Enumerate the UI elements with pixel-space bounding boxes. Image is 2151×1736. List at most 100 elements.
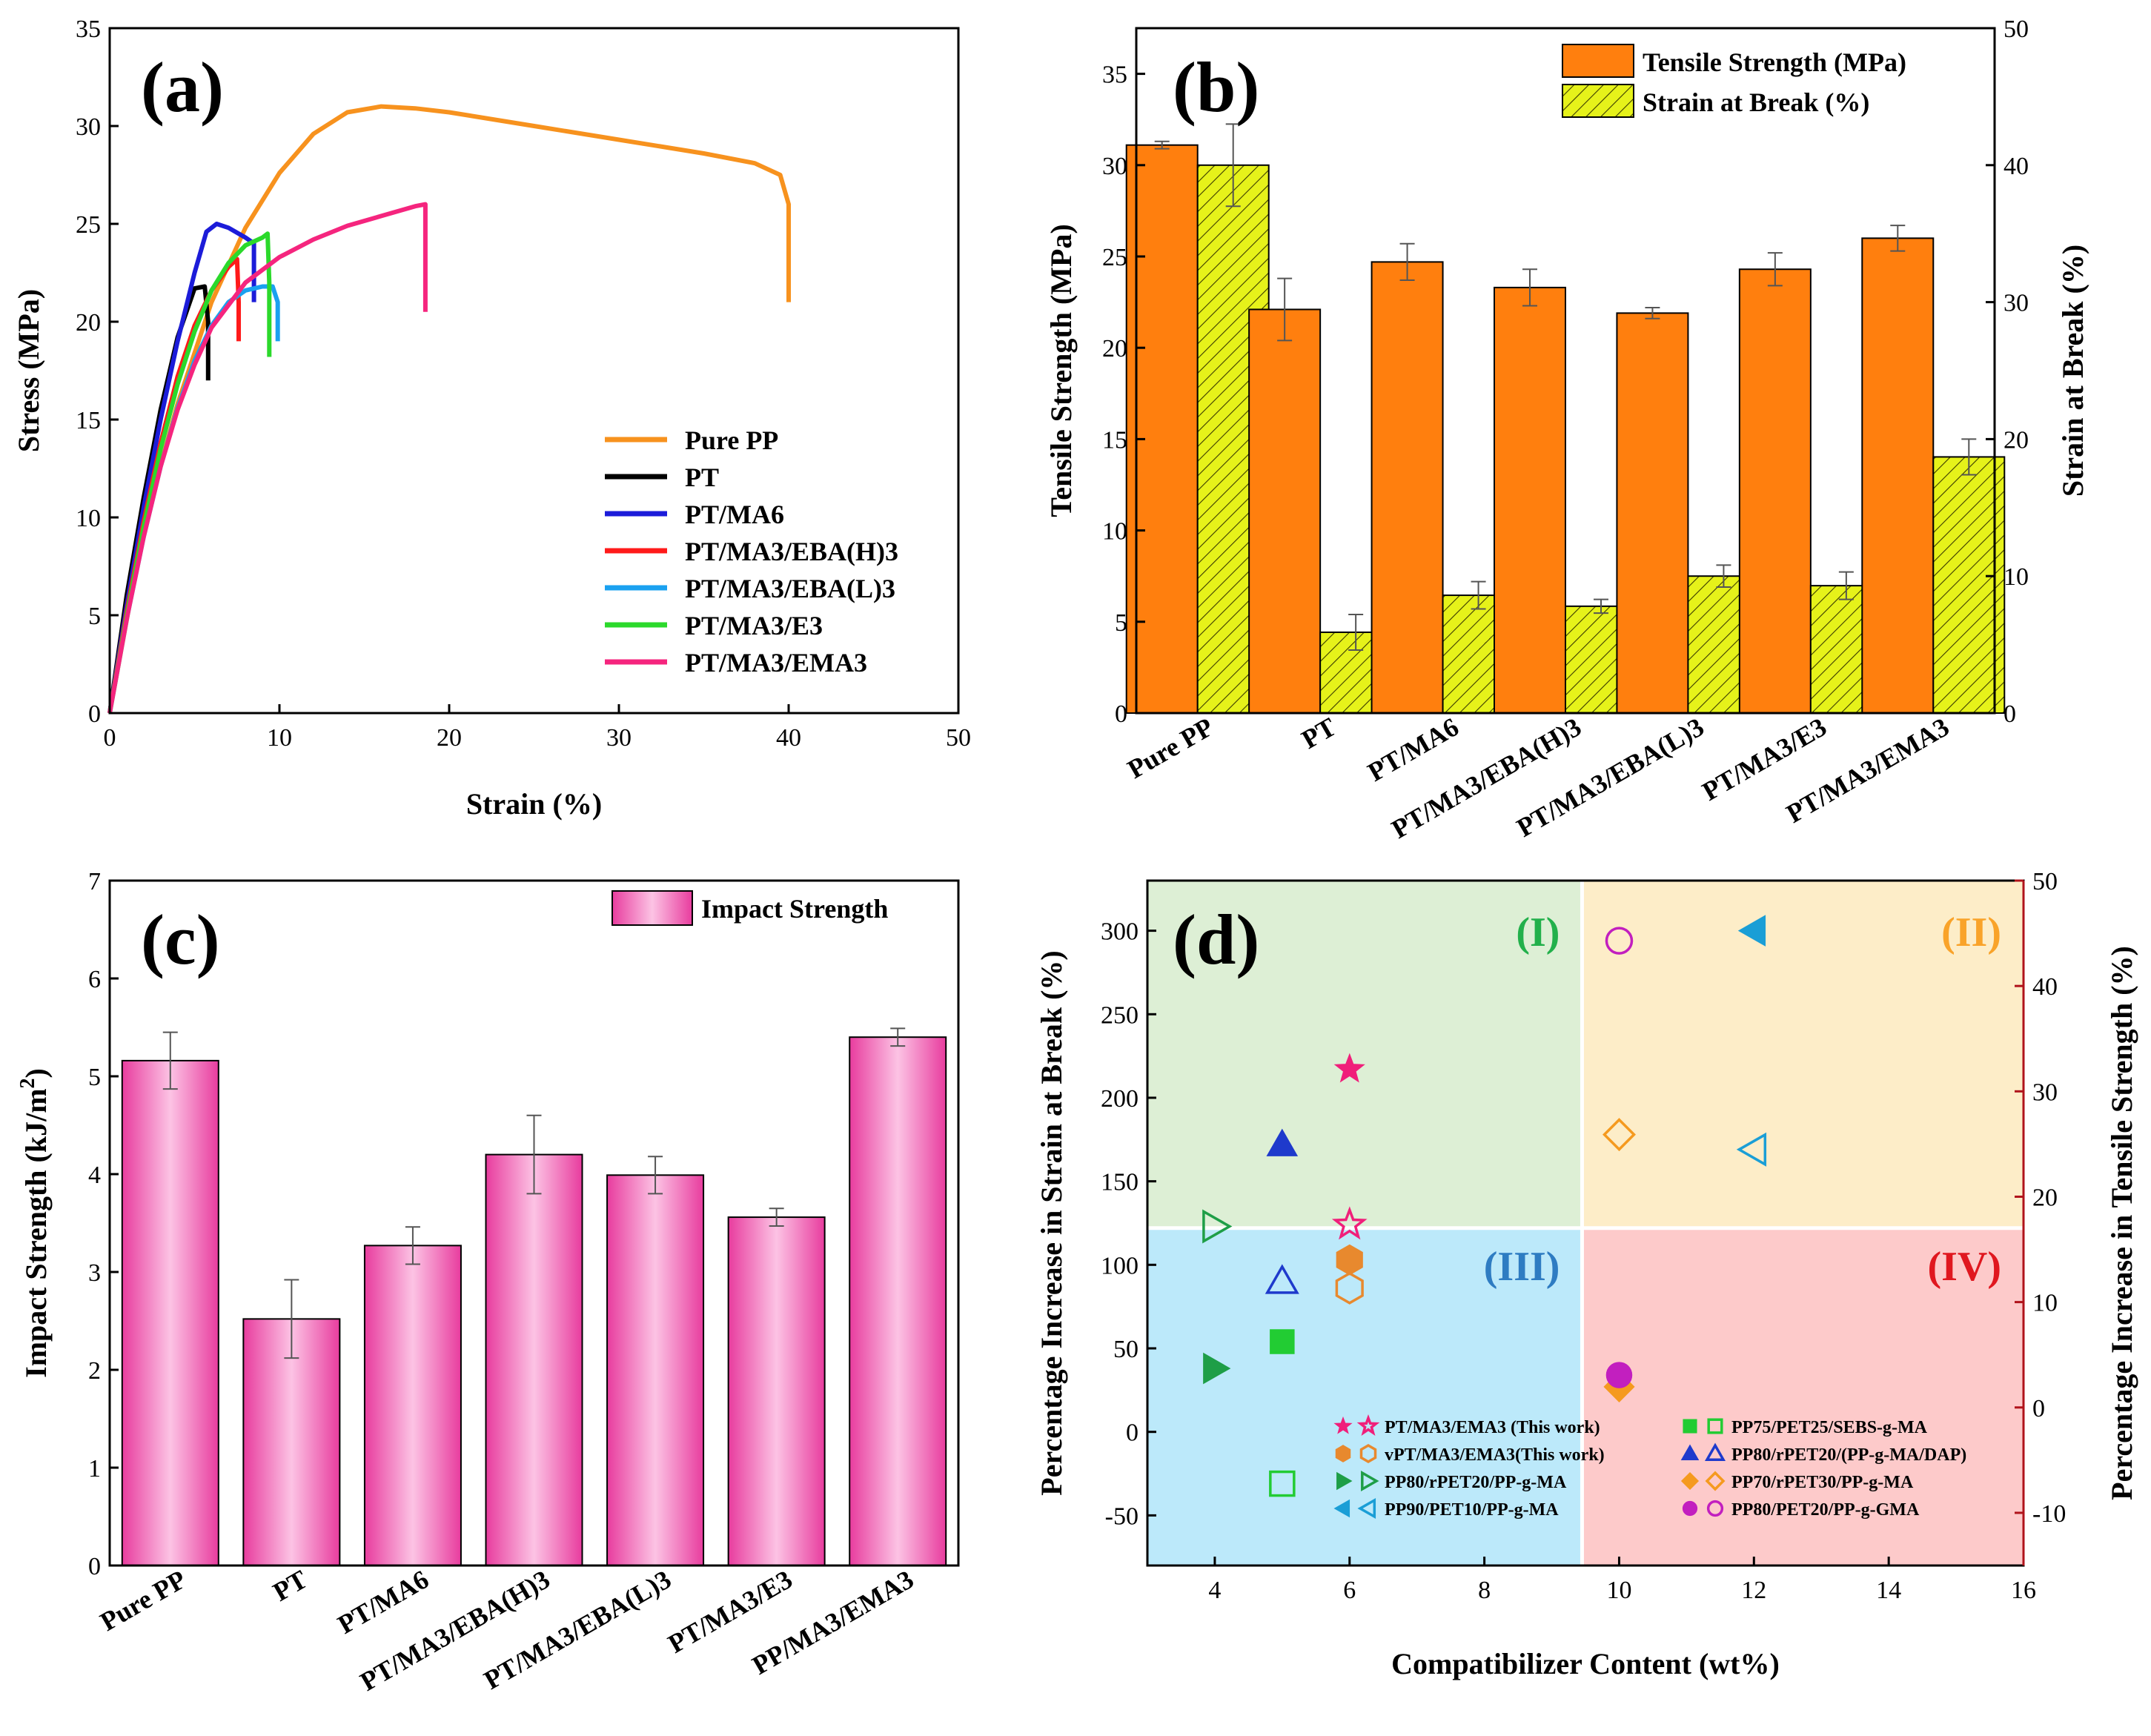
legend-label: PT/MA6 xyxy=(685,500,784,529)
y-tick-label: 3 xyxy=(88,1259,101,1287)
legend-label: PP75/PET25/SEBS-g-MA xyxy=(1731,1418,1928,1437)
y2-tick-label: 0 xyxy=(2003,700,2016,728)
y2-tick-label: 50 xyxy=(2003,16,2029,43)
strain-bar xyxy=(1932,456,2006,714)
legend-marker xyxy=(1361,1470,1379,1492)
impact-bar xyxy=(849,1036,947,1566)
x-tick-label: 12 xyxy=(1741,1577,1766,1604)
tensile-bar xyxy=(1861,237,1935,714)
category-label: PT xyxy=(1296,712,1341,755)
legend-label: PP80/PET20/PP-g-GMA xyxy=(1731,1500,1920,1520)
y-tick-label: 30 xyxy=(76,113,101,141)
panel-label: (a) xyxy=(141,47,224,127)
category-label: PT/MA6 xyxy=(333,1564,434,1640)
scatter-point-star xyxy=(1331,1206,1368,1240)
legend-marker xyxy=(1335,1445,1351,1462)
y-tick-label: 25 xyxy=(76,211,101,239)
y-tick-label: -50 xyxy=(1105,1503,1139,1530)
y2-tick-label: 0 xyxy=(2032,1395,2045,1422)
legend-label: vPT/MA3/EMA3(This work) xyxy=(1385,1445,1605,1465)
tensile-bar xyxy=(1616,312,1689,715)
y-tick-label: 7 xyxy=(88,868,101,895)
panel-a: 0 10 20 30 40 50 0 5 10 15 20 25 30 35 Strain (%) Stres… xyxy=(12,16,971,821)
curve-6 xyxy=(107,202,428,714)
y-tick-label: 35 xyxy=(76,16,101,43)
quadrant-I xyxy=(1147,881,1582,1228)
tensile-bar xyxy=(1371,261,1444,714)
legend-label: PT/MA3/EBA(L)3 xyxy=(685,574,895,603)
legend-marker xyxy=(1680,1471,1700,1491)
panel-c: Pure PP PT PT/MA6PT/MA3/EBA(H)3PT/MA3/EBA(… xyxy=(16,868,960,1697)
y2-tick-label: 50 xyxy=(2032,868,2058,895)
panel-d: (I) (II)(III) (IV)4 6 8 10 12 14 16-500501001502… xyxy=(1035,868,2138,1680)
x-tick-label: 40 xyxy=(776,724,801,752)
scatter-point-square xyxy=(1270,1329,1295,1354)
tensile-bar xyxy=(1738,268,1812,714)
legend-marker xyxy=(1704,1442,1726,1462)
legend-marker xyxy=(1705,1471,1726,1491)
y2-tick-label: 20 xyxy=(2003,426,2029,454)
y-tick-label: 10 xyxy=(76,505,101,532)
y-tick-label: 10 xyxy=(1102,518,1127,546)
quadrant-label: (III) xyxy=(1484,1244,1560,1290)
x-tick-label: 30 xyxy=(606,724,632,752)
legend-label: Pure PP xyxy=(685,425,778,455)
curve-3 xyxy=(107,256,241,714)
x-tick-label: 4 xyxy=(1208,1577,1221,1604)
quadrant-label: (I) xyxy=(1516,910,1560,955)
y-tick-label: 200 xyxy=(1101,1085,1139,1113)
plot-frame-c xyxy=(108,879,960,1567)
scatter-point-square xyxy=(1269,1470,1296,1497)
scatter-point-tri-right xyxy=(1202,1209,1233,1244)
quadrant-IV xyxy=(1582,1228,2024,1566)
y2-axis-label: Strain at Break (%) xyxy=(2056,245,2089,497)
y-tick-label: 100 xyxy=(1101,1252,1139,1279)
legend-marker xyxy=(1333,1416,1353,1434)
scatter-point-diamond xyxy=(1603,1118,1636,1152)
y-axis-label: Tensile Strength (MPa) xyxy=(1044,224,1078,517)
impact-bar xyxy=(485,1153,583,1566)
y-tick-label: 300 xyxy=(1101,918,1139,946)
legend-marker xyxy=(1683,1419,1697,1434)
legend-swatch xyxy=(1562,44,1634,78)
y-tick-label: 150 xyxy=(1101,1169,1139,1196)
scatter-point-star xyxy=(1333,1053,1365,1083)
panel-label: (c) xyxy=(141,900,220,979)
scatter-point-tri-up xyxy=(1266,1128,1299,1156)
legend-label: PT/MA3/EMA3 (This work) xyxy=(1385,1418,1600,1437)
y-tick-label: 0 xyxy=(88,700,101,728)
x-tick-label: 10 xyxy=(267,724,292,752)
y-tick-label: 15 xyxy=(1102,426,1127,454)
y-axis-label: Percentage Increase in Strain at Break (… xyxy=(1035,950,1068,1495)
x-tick-label: 14 xyxy=(1876,1577,1901,1604)
legend-marker xyxy=(1682,1500,1698,1517)
y2-tick-label: 40 xyxy=(2003,153,2029,180)
legend-label: PP90/PET10/PP-g-MA xyxy=(1385,1500,1559,1520)
legend-swatch xyxy=(1562,84,1634,118)
y2-tick-label: 30 xyxy=(2003,290,2029,317)
curve-2 xyxy=(107,222,256,714)
tensile-bar xyxy=(1248,308,1322,714)
y2-axis-label: Percentage Increase in Tensile Strength … xyxy=(2105,946,2138,1500)
y-axis-label: Impact Strength (kJ/m2) xyxy=(16,1068,53,1378)
x-tick-label: 6 xyxy=(1343,1577,1356,1604)
scatter-point-tri-left xyxy=(1737,915,1766,947)
scatter-point-tri-up xyxy=(1265,1264,1299,1294)
legend-label: Strain at Break (%) xyxy=(1643,87,1869,117)
legend-label: PT xyxy=(685,463,719,492)
legend-marker xyxy=(1680,1444,1700,1461)
x-tick-label: 8 xyxy=(1478,1577,1491,1604)
y2-tick-label: 20 xyxy=(2032,1184,2058,1211)
y-tick-label: 6 xyxy=(88,966,101,993)
tensile-bar xyxy=(1494,286,1566,714)
plot-frame-b xyxy=(1135,27,1996,715)
y-tick-label: 50 xyxy=(1113,1336,1139,1363)
y-tick-label: 0 xyxy=(1126,1419,1139,1447)
y-axis-label: Stress (MPa) xyxy=(12,289,45,452)
legend-label: PP80/rPET20/PP-g-MA xyxy=(1385,1473,1567,1492)
legend-label: PT/MA3/EMA3 xyxy=(685,648,867,677)
scatter-point-tri-right xyxy=(1203,1352,1231,1385)
y-tick-label: 20 xyxy=(76,309,101,337)
y-tick-label: 5 xyxy=(88,603,101,630)
panel-b: Pure PP PT PT/MA6PT/MA3/EBA(H)3PT/MA3/EBA(… xyxy=(1044,16,2089,844)
